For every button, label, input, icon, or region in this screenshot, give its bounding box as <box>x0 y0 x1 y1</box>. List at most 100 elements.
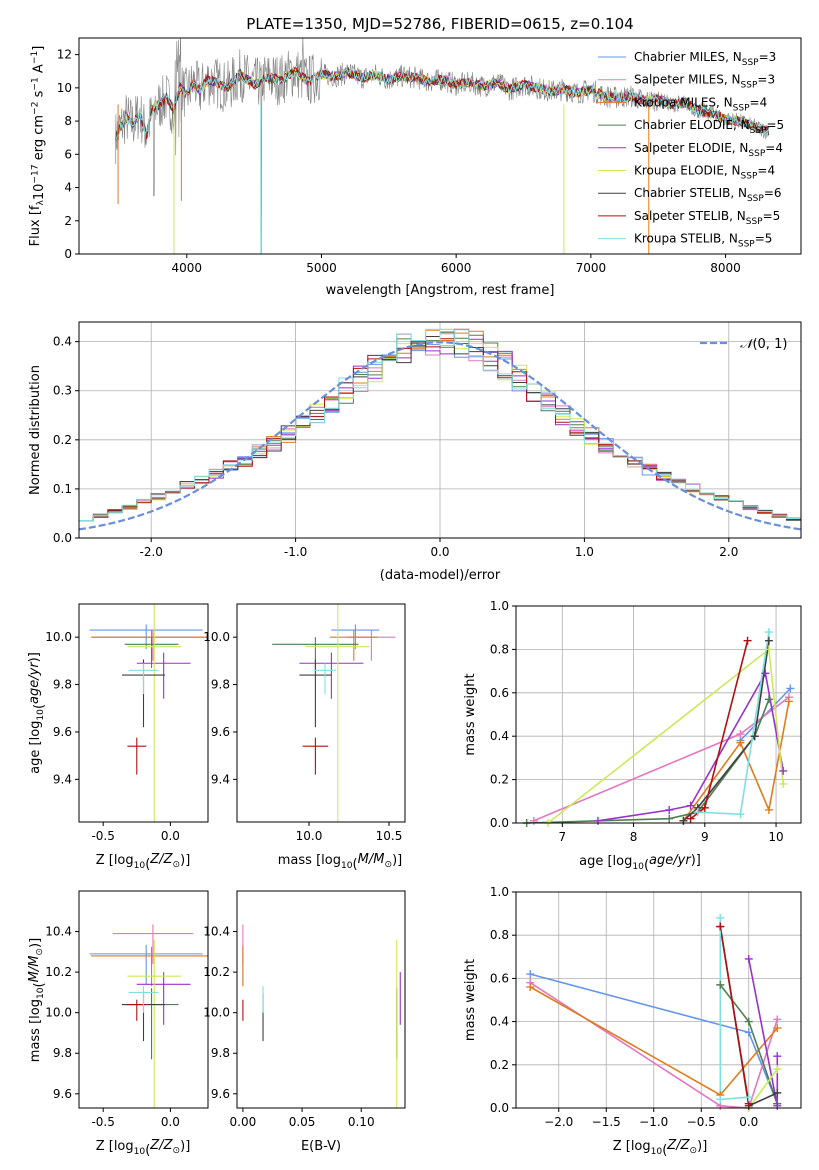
x-axis-label: wavelength [Angstrom, rest frame] <box>326 283 555 298</box>
legend-name: Kroupa MILES, N <box>634 95 733 109</box>
model-spectrum-line <box>114 67 770 143</box>
weight-lines-weight_vs_age <box>526 631 791 823</box>
axes-mass_vs_ebv: 0.00 0.05 0.10 9.6 9.8 10.0 10.2 10.4 <box>203 925 374 1129</box>
y-tick-label: 0.1 <box>53 482 72 496</box>
weight-line <box>748 1068 778 1108</box>
x-axis-label: age [log10(age/yr)] <box>579 853 701 873</box>
legend-label: Salpeter MILES, NSSP=3 <box>634 73 775 91</box>
x-tick-label: 5000 <box>306 261 337 275</box>
legend-name: Kroupa ELODIE, N <box>634 164 741 178</box>
legend-sub: SSP <box>750 126 767 136</box>
weight-marker <box>764 628 773 637</box>
label-part: Z [log <box>96 853 134 868</box>
label-part: age/yr <box>27 661 42 704</box>
weight-marker <box>693 808 702 817</box>
y-tick-label: 0.8 <box>490 928 509 942</box>
weight-marker <box>779 766 788 775</box>
legend-count: =5 <box>755 232 773 246</box>
label-part: M/M <box>27 956 42 983</box>
weight-marker <box>773 1015 782 1024</box>
weight-marker <box>764 645 773 654</box>
legend-sub: SSP <box>746 217 763 227</box>
x-tick-label: -2.0 <box>139 545 162 559</box>
label-part: ( <box>32 982 47 987</box>
x-axis-label: E(B-V) <box>301 1139 341 1154</box>
legend-name: Chabrier MILES, N <box>634 50 742 64</box>
y-tick-label: 0.0 <box>490 1101 509 1115</box>
axes-frame <box>78 890 209 1109</box>
legend-label: Kroupa MILES, NSSP=4 <box>634 95 767 113</box>
legend-sub: SSP <box>741 81 758 91</box>
weight-marker <box>736 730 745 739</box>
weight-marker <box>764 805 773 814</box>
x-axis-label: Z [log10(Z/Z⊙)] <box>96 852 191 872</box>
legend-sub: SSP <box>741 172 758 182</box>
legend-sub: SSP <box>742 58 759 68</box>
weight-marker <box>764 695 773 704</box>
x-tick-label: 0.10 <box>348 1115 375 1129</box>
x-tick-label: 0.0 <box>161 1115 180 1129</box>
errorbars-age_vs_Z <box>89 604 208 822</box>
y-tick-label: 4 <box>64 181 72 195</box>
y-tick-label: 9.6 <box>211 1087 230 1101</box>
weight-marker <box>686 814 695 823</box>
weight-marker <box>716 980 725 989</box>
legend-name: Kroupa STELIB, N <box>634 232 738 246</box>
legend-count: =5 <box>763 209 781 223</box>
weight-marker <box>744 1028 753 1037</box>
y-axis-label: mass weight <box>463 959 478 1041</box>
legend-count: =3 <box>757 73 775 87</box>
x-tick-label: 7000 <box>576 261 607 275</box>
y-tick-label: 0.4 <box>53 335 72 349</box>
label-part: M/M <box>358 852 385 867</box>
y-tick-label: 10.0 <box>45 630 72 644</box>
legend-name: Chabrier ELODIE, N <box>634 118 750 132</box>
legend-sub: SSP <box>733 103 750 113</box>
label-part: Z [log <box>613 1139 651 1154</box>
y-tick-label: 9.6 <box>53 1087 72 1101</box>
legend-label: Chabrier ELODIE, NSSP=5 <box>634 118 784 136</box>
y-axis-label: Flux [fλ10−17 erg cm−2 s−1 A−1] <box>28 46 47 247</box>
weight-marker <box>716 913 725 922</box>
legend-label: Chabrier STELIB, NSSP=6 <box>634 186 782 204</box>
axes-weight_vs_age: 7 8 9 10 0.0 0.2 0.4 0.6 0.8 1.0 <box>490 599 801 844</box>
legend-label: Chabrier MILES, NSSP=3 <box>634 50 776 68</box>
label-part: 10 <box>134 861 146 871</box>
label-part: ( <box>662 1143 667 1158</box>
label-part: 10 <box>651 1147 663 1157</box>
legend-name: Salpeter ELODIE, N <box>634 141 748 155</box>
label-part: −2 <box>31 102 41 115</box>
label-part: )] <box>180 1139 190 1154</box>
label-part: s <box>32 90 47 101</box>
legend-name: Salpeter STELIB, N <box>634 209 746 223</box>
weight-marker <box>665 814 674 823</box>
label-part: ( <box>644 858 649 873</box>
label-part: 10 <box>36 987 46 999</box>
weight-marker <box>764 636 773 645</box>
label-part: age [log <box>28 721 43 774</box>
x-tick-label: 8 <box>630 830 638 844</box>
weight-marker <box>773 1065 782 1074</box>
weight-marker <box>786 684 795 693</box>
x-tick-label: 1.0 <box>575 545 594 559</box>
axes-age_vs_Z: -0.5 0.0 9.4 9.6 9.8 10.0 <box>45 630 180 843</box>
y-tick-label: 1.0 <box>490 599 509 613</box>
label-part: )] <box>27 652 42 662</box>
label-part: ( <box>145 1143 150 1158</box>
label-part: ( <box>32 704 47 709</box>
legend-sub: SSP <box>748 149 765 159</box>
legend-sub: SSP <box>747 194 764 204</box>
model-spectrum-line <box>114 69 769 143</box>
x-tick-label: 0.05 <box>289 1115 316 1129</box>
label-part: Z [log <box>96 1139 134 1154</box>
weight-line <box>682 640 770 822</box>
y-tick-label: 10.0 <box>203 630 230 644</box>
axes-frame <box>515 605 802 824</box>
model-spectrum-line <box>114 68 770 143</box>
label-part: ⊙ <box>35 948 45 956</box>
weight-line <box>597 670 784 822</box>
y-tick-label: 9.8 <box>211 1046 230 1060</box>
weight-marker <box>784 697 793 706</box>
